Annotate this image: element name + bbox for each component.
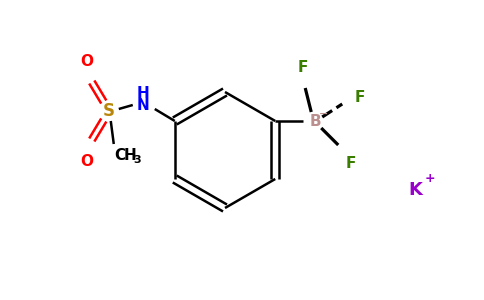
Text: S: S bbox=[103, 102, 115, 120]
Text: N: N bbox=[136, 98, 149, 112]
Text: O: O bbox=[80, 154, 93, 169]
Text: H: H bbox=[136, 85, 149, 100]
Text: C: C bbox=[114, 148, 125, 164]
Text: F: F bbox=[355, 89, 365, 104]
Text: −: − bbox=[318, 109, 328, 119]
Text: 3: 3 bbox=[134, 155, 141, 165]
Text: F: F bbox=[298, 59, 308, 74]
Text: +: + bbox=[424, 172, 435, 184]
Text: O: O bbox=[80, 53, 93, 68]
Text: B: B bbox=[309, 113, 321, 128]
Text: H: H bbox=[124, 148, 136, 164]
Text: F: F bbox=[346, 155, 356, 170]
Text: K: K bbox=[408, 181, 422, 199]
